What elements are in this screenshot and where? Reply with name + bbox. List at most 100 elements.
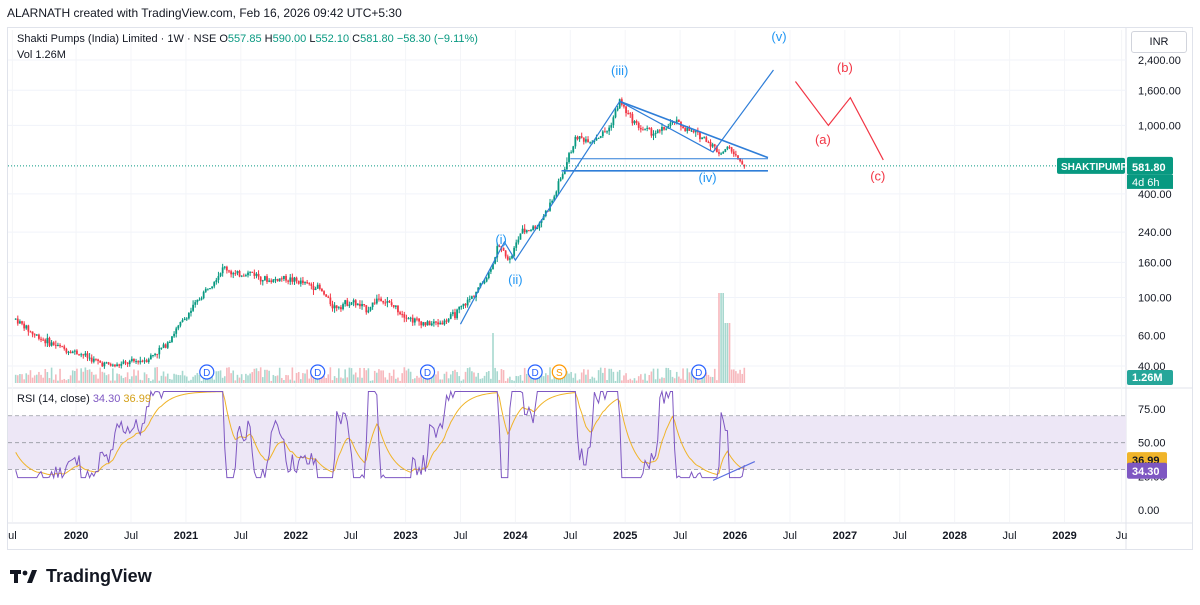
candle-body (219, 273, 222, 277)
candle-body (306, 282, 309, 284)
candle-body (86, 353, 89, 358)
candle-body (705, 137, 708, 142)
candle-body (435, 321, 437, 323)
candle-body (297, 280, 300, 284)
volume-bar (593, 377, 596, 383)
volume-bar (333, 376, 336, 383)
candle-body (99, 360, 102, 363)
volume-bar (300, 379, 302, 383)
volume-bar (494, 367, 496, 383)
candle-body (141, 360, 144, 362)
volume-bar (219, 370, 222, 383)
candle-body (166, 342, 169, 348)
volume-bar (475, 376, 477, 383)
candle-body (16, 318, 19, 324)
volume-bar (88, 369, 91, 383)
volume-bar (462, 379, 465, 383)
candle-body (274, 279, 277, 281)
candle-body (728, 146, 731, 148)
candle-body (42, 339, 45, 341)
volume-bar (257, 371, 260, 383)
candle-body (268, 280, 271, 282)
volume-bar (637, 376, 640, 383)
candle-body (587, 139, 589, 143)
correction-label: (a) (815, 132, 831, 147)
candle-body (508, 258, 511, 260)
volume-bar (604, 367, 606, 383)
volume-bar (367, 368, 370, 383)
candle-body (302, 280, 304, 284)
volume-bar (422, 378, 425, 383)
candle-body (217, 276, 220, 280)
volume-bar (686, 368, 689, 383)
candle-body (489, 269, 492, 272)
candle-body (555, 191, 558, 197)
volume-bar (264, 369, 266, 383)
volume-bar (490, 378, 492, 383)
candle-body (171, 336, 173, 343)
candle-body (375, 298, 378, 304)
volume-bar (716, 380, 718, 383)
candle-body (570, 152, 573, 154)
volume-bar (456, 372, 458, 383)
candle-body (608, 127, 611, 132)
currency-button[interactable]: INR (1131, 31, 1187, 53)
volume-bar (397, 377, 399, 383)
candle-body (572, 146, 575, 153)
candle-body (61, 346, 64, 348)
candle-body (709, 141, 712, 147)
volume-bar (255, 368, 258, 383)
volume-bar (684, 379, 686, 383)
candle-body (492, 263, 494, 270)
candle-body (236, 271, 239, 274)
candle-body (190, 310, 192, 314)
candle-body (160, 347, 163, 349)
candle-body (272, 279, 275, 282)
volume-bar (27, 374, 30, 383)
volume-bar (426, 378, 429, 383)
volume-bar (251, 372, 254, 383)
volume-bar (542, 376, 545, 383)
volume-bar (439, 379, 441, 383)
candle-body (308, 283, 311, 285)
volume-bar (304, 373, 306, 383)
candle-body (665, 128, 668, 130)
candle-body (244, 275, 247, 277)
candle-body (209, 288, 211, 290)
candle-body (242, 275, 245, 277)
rsi-value: 34.30 (92, 393, 121, 405)
volume-bar (386, 379, 389, 383)
candle-body (639, 127, 642, 130)
volume-bar (680, 378, 682, 383)
candle-body (111, 364, 114, 366)
rsi-legend: RSI (14, close) 34.30 36.99 (17, 393, 151, 405)
candle-body (648, 127, 651, 129)
tradingview-logo: TradingView (10, 566, 152, 587)
volume-bar (460, 380, 463, 383)
volume-bar (78, 380, 80, 383)
candle-body (200, 298, 203, 300)
candle-body (585, 139, 587, 142)
candle-body (456, 309, 458, 319)
volume-bar (156, 367, 158, 383)
candle-body (342, 304, 344, 310)
volume-bar (650, 371, 653, 383)
volume-bar (654, 379, 657, 383)
volume-bar (635, 380, 638, 383)
candle-body (479, 283, 482, 288)
volume-bar (547, 375, 549, 383)
candle-body (392, 305, 395, 307)
rsi-ma-value: 36.99 (123, 393, 151, 405)
volume-bar (52, 379, 55, 383)
candle-body (33, 334, 36, 336)
candle-body (418, 318, 420, 322)
candle-body (59, 344, 61, 347)
volume-bar (678, 376, 680, 383)
volume-bar (185, 376, 188, 383)
volume-bar (471, 371, 473, 383)
price-tick-label: 1,600.00 (1138, 85, 1181, 97)
candle-body (677, 119, 680, 123)
volume-bar (621, 380, 623, 383)
volume-bar (606, 380, 608, 383)
